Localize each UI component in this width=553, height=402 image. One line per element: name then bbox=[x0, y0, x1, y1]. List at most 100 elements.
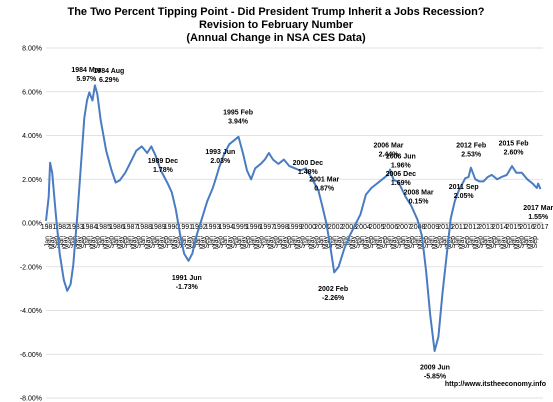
annotation-date: 1995 Feb bbox=[223, 110, 253, 117]
x-minor-label: May bbox=[528, 236, 535, 250]
annotation-date: 1989 Dec bbox=[148, 158, 178, 165]
x-tick-label: 2006 bbox=[383, 224, 399, 231]
x-tick-label: 2001 bbox=[314, 224, 330, 231]
x-minor-label: May bbox=[49, 236, 56, 250]
x-minor-label: May bbox=[459, 236, 466, 250]
x-minor-label: May bbox=[158, 236, 165, 250]
x-minor-label: May bbox=[172, 236, 179, 250]
annotation-date: 2006 Dec bbox=[386, 171, 416, 178]
y-axis-ticks: 8.00% 6.00% 4.00% 2.00% 0.00% -2.00% -4.00% -6.… bbox=[20, 46, 42, 402]
x-minor-label: May bbox=[473, 236, 480, 250]
x-minor-label: May bbox=[63, 236, 70, 250]
x-minor-label: May bbox=[377, 236, 384, 250]
x-minor-label: Sep bbox=[382, 236, 389, 249]
x-minor-label: Jan bbox=[195, 236, 202, 247]
x-tick-label: 1999 bbox=[287, 224, 303, 231]
annotation-date: 2012 Feb bbox=[456, 143, 486, 150]
x-minor-label: Sep bbox=[95, 236, 102, 249]
title-line-3: (Annual Change in NSA CES Data) bbox=[186, 32, 366, 44]
x-minor-label: May bbox=[514, 236, 521, 250]
x-tick-label: 2007 bbox=[396, 224, 412, 231]
annotation-value: 5.97% bbox=[76, 76, 97, 83]
title-line-2: Revision to February Number bbox=[199, 19, 354, 31]
x-minor-label: Sep bbox=[409, 236, 416, 249]
y-tick-label: 6.00% bbox=[22, 89, 42, 96]
x-minor-label: May bbox=[391, 236, 398, 250]
x-minor-label: Jan bbox=[373, 236, 380, 247]
title-line-1: The Two Percent Tipping Point - Did Pres… bbox=[67, 6, 484, 18]
x-tick-label: 2003 bbox=[342, 224, 358, 231]
x-minor-label: Sep bbox=[231, 236, 238, 249]
x-minor-label: May bbox=[281, 236, 288, 250]
annotation-label: 1995 Feb 3.94% bbox=[223, 110, 253, 126]
x-tick-label: 2008 bbox=[410, 224, 426, 231]
x-minor-label: May bbox=[418, 236, 425, 250]
x-minor-label: Sep bbox=[450, 236, 457, 249]
x-tick-label: 1982 bbox=[54, 224, 70, 231]
x-minor-label: Sep bbox=[218, 236, 225, 249]
series-line bbox=[45, 84, 542, 352]
x-minor-label: May bbox=[104, 236, 111, 250]
x-tick-label: 1990 bbox=[164, 224, 180, 231]
x-minor-label: Sep bbox=[532, 236, 539, 249]
x-minor-label: Jan bbox=[181, 236, 188, 247]
x-tick-label: 2013 bbox=[478, 224, 494, 231]
y-tick-label: -4.00% bbox=[20, 308, 42, 315]
annotation-label: 2008 Mar 0.15% bbox=[404, 190, 434, 206]
x-minor-label: Sep bbox=[395, 236, 402, 249]
x-tick-label: 2012 bbox=[465, 224, 481, 231]
x-minor-label: Jan bbox=[291, 236, 298, 247]
annotation-value: -5.85% bbox=[424, 374, 447, 381]
x-minor-label: Sep bbox=[491, 236, 498, 249]
x-minor-label: Jan bbox=[209, 236, 216, 247]
x-minor-label: Jan bbox=[441, 236, 448, 247]
y-tick-label: 2.00% bbox=[22, 177, 42, 184]
x-minor-label: Jan bbox=[345, 236, 352, 247]
annotation-value: 2.03% bbox=[210, 158, 231, 165]
annotation-value: 6.29% bbox=[99, 77, 120, 84]
x-minor-label: Sep bbox=[122, 236, 129, 249]
annotation-label: 2017 Mar 1.55% bbox=[523, 205, 553, 221]
annotation-label: 2015 Feb 2.60% bbox=[499, 140, 529, 156]
annotation-date: 1984 Mar bbox=[71, 67, 101, 74]
annotation-value: 1.96% bbox=[391, 162, 412, 169]
chart-title: The Two Percent Tipping Point - Did Pres… bbox=[67, 6, 484, 44]
x-minor-label: Jan bbox=[250, 236, 257, 247]
annotation-date: 2006 Mar bbox=[374, 143, 404, 150]
annotation-label: 1993 Jun 2.03% bbox=[205, 149, 235, 165]
x-minor-label: May bbox=[309, 236, 316, 250]
annotation-value: 2.05% bbox=[454, 193, 475, 200]
x-tick-label: 2000 bbox=[300, 224, 316, 231]
x-minor-label: Jan bbox=[332, 236, 339, 247]
y-tick-label: 8.00% bbox=[22, 46, 42, 53]
x-minor-label: Sep bbox=[313, 236, 320, 249]
x-tick-label: 1988 bbox=[136, 224, 152, 231]
annotation-label: 2006 Mar 2.44% bbox=[374, 143, 404, 159]
x-minor-label: Jan bbox=[496, 236, 503, 247]
x-minor-label: Jan bbox=[222, 236, 229, 247]
x-minor-label: Sep bbox=[368, 236, 375, 249]
x-tick-label: 2016 bbox=[519, 224, 535, 231]
x-minor-label: May bbox=[131, 236, 138, 250]
annotation-date: 2017 Mar bbox=[523, 205, 553, 212]
annotation-value: -2.26% bbox=[322, 295, 345, 302]
x-minor-label: Jan bbox=[400, 236, 407, 247]
y-tick-label: -8.00% bbox=[20, 396, 42, 402]
x-tick-label: 1995 bbox=[232, 224, 248, 231]
x-minor-label: Sep bbox=[204, 236, 211, 249]
annotation-date: 2009 Jun bbox=[420, 365, 450, 372]
annotation-date: 2008 Mar bbox=[404, 190, 434, 197]
series-group bbox=[45, 84, 542, 352]
x-tick-label: 2017 bbox=[533, 224, 549, 231]
annotation-value: 1.69% bbox=[391, 180, 412, 187]
x-minor-label: May bbox=[117, 236, 124, 250]
annotation-label: 1991 Jun -1.73% bbox=[172, 275, 202, 291]
x-minor-label: Jan bbox=[45, 236, 52, 247]
x-minor-label: May bbox=[336, 236, 343, 250]
annotation-date: 2011 Sep bbox=[449, 184, 479, 191]
x-minor-label: Sep bbox=[505, 236, 512, 249]
x-minor-label: May bbox=[432, 236, 439, 250]
annotation-value: 1.55% bbox=[528, 214, 549, 221]
x-minor-label: May bbox=[227, 236, 234, 250]
x-minor-label: Jan bbox=[304, 236, 311, 247]
